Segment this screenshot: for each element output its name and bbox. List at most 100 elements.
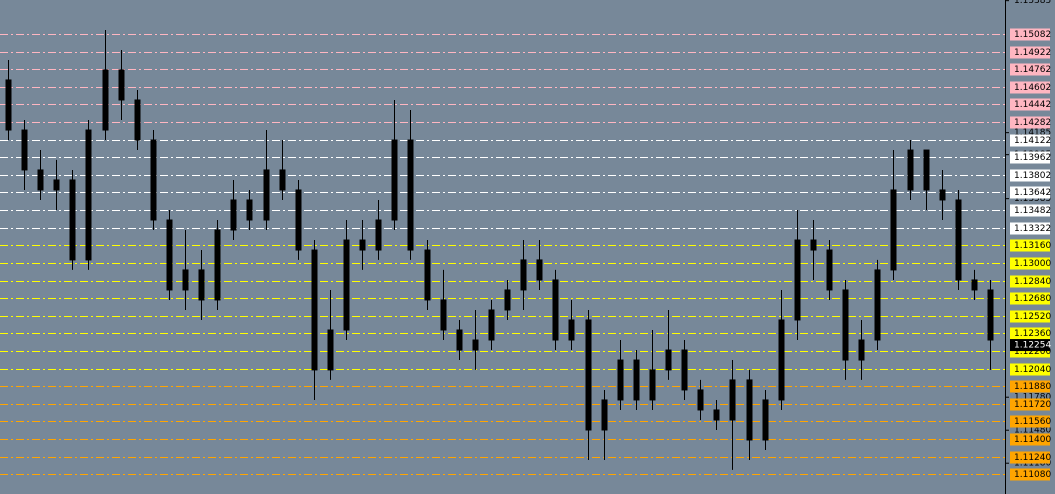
current-price-label: 1.12254 [1014,341,1051,351]
candle-body [53,179,60,191]
candle-body [681,349,688,391]
level-label-box [1010,468,1050,481]
y-tick-label: 1.14185 [1014,128,1051,138]
level-label-box [1010,257,1050,270]
y-tick-label: 1.11780 [1014,393,1051,403]
candle-body [343,239,350,331]
level-label-box [1010,292,1050,305]
level-label-box [1010,46,1050,59]
candle-body [697,389,704,411]
level-label: 1.15082 [1014,30,1051,40]
level-label: 1.11880 [1014,382,1051,392]
candle-body [617,359,624,401]
candle-body [182,269,189,291]
current-price-box [1010,339,1050,352]
candle-body [729,379,736,421]
level-label-box [1010,186,1050,199]
level-label-box [1010,204,1050,217]
level-label: 1.13000 [1014,259,1051,269]
candle-body [424,249,431,301]
candle-body [488,309,495,341]
level-label: 1.14282 [1014,118,1051,128]
level-label-box [1010,398,1050,411]
level-label-box [1010,222,1050,235]
candle-body [391,139,398,221]
candle-body [118,69,125,101]
level-label-box [1010,451,1050,464]
candle-body [826,249,833,291]
candle-body [440,299,447,331]
level-label-box [1010,363,1050,376]
candle-body [504,289,511,311]
level-label-box [1010,169,1050,182]
level-label: 1.13962 [1014,153,1051,163]
candle-body [21,129,28,171]
candle-body [923,149,930,191]
candle-body [37,169,44,191]
level-label-box [1010,98,1050,111]
level-label: 1.11720 [1014,400,1051,410]
candle-body [166,219,173,291]
level-label: 1.13802 [1014,171,1051,181]
level-label-box [1010,151,1050,164]
candle-body [665,349,672,371]
level-label: 1.14122 [1014,136,1051,146]
candle-body [246,199,253,221]
level-label: 1.14922 [1014,48,1051,58]
candle-body [907,149,914,191]
candle-body [311,249,318,371]
y-tick-label: 1.15385 [1014,0,1051,6]
level-label-box [1010,81,1050,94]
candle-body [279,169,286,191]
level-label: 1.14442 [1014,100,1051,110]
level-label-box [1010,134,1050,147]
candle-body [762,399,769,441]
candle-body [5,79,12,131]
candle-body [263,169,270,221]
candle-body [874,269,881,341]
level-label: 1.14602 [1014,83,1051,93]
candle-body [939,189,946,201]
level-label-box [1010,116,1050,129]
candle-body [858,339,865,361]
level-label-box [1010,327,1050,340]
y-tick-label: 1.11480 [1014,426,1051,436]
candle-body [810,239,817,251]
candle-body [552,279,559,341]
candle-body [69,179,76,261]
candle-body [955,199,962,281]
candle-body [713,409,720,421]
level-label: 1.13642 [1014,188,1051,198]
candle-body [794,239,801,321]
level-label: 1.11240 [1014,453,1051,463]
candle-body [633,359,640,401]
level-label: 1.12680 [1014,294,1051,304]
candle-body [842,289,849,361]
candle-body [134,99,141,141]
level-label-box [1010,63,1050,76]
candle-body [456,329,463,351]
candle-body [472,339,479,351]
level-label: 1.12200 [1014,347,1051,357]
candle-body [230,199,237,231]
candle-body [987,289,994,341]
level-label-box [1010,415,1050,428]
candle-body [746,379,753,441]
candle-body [214,229,221,301]
candle-body [85,129,92,261]
candle-body [971,279,978,291]
candle-body [407,139,414,251]
level-label: 1.12360 [1014,329,1051,339]
level-label-box [1010,380,1050,393]
candle-body [359,239,366,251]
candle-body [649,369,656,401]
level-label: 1.13482 [1014,206,1051,216]
level-label-box [1010,433,1050,446]
candle-body [890,189,897,271]
level-label: 1.12040 [1014,365,1051,375]
level-label: 1.13160 [1014,241,1051,251]
level-label: 1.14762 [1014,65,1051,75]
